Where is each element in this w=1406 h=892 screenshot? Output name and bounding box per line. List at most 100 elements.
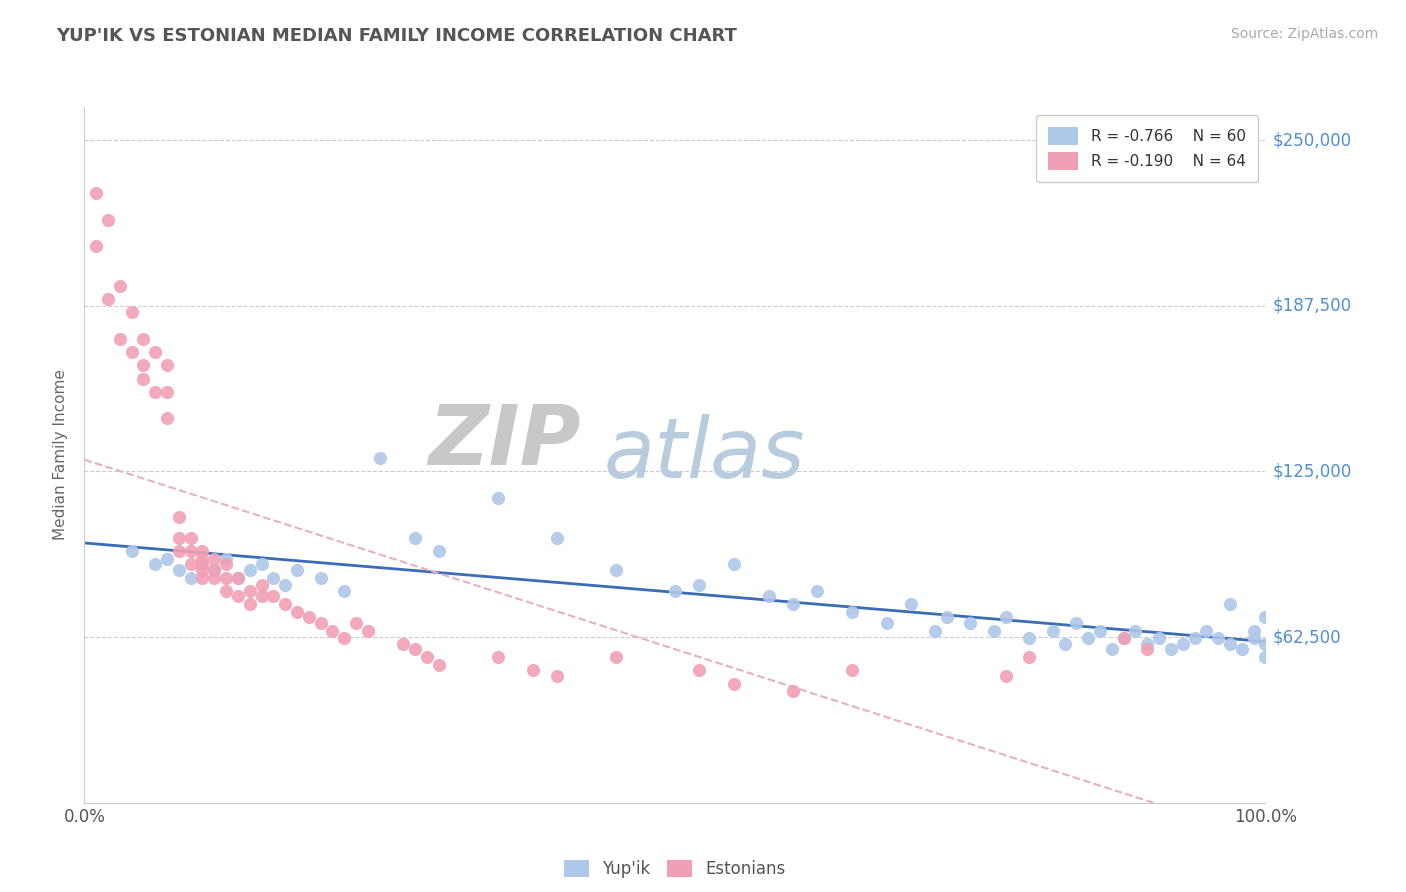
Point xyxy=(994,610,1017,624)
Point xyxy=(1171,637,1194,651)
Point xyxy=(167,544,190,558)
Point xyxy=(143,345,166,359)
Point xyxy=(202,563,225,577)
Point xyxy=(167,509,190,524)
Text: Source: ZipAtlas.com: Source: ZipAtlas.com xyxy=(1230,27,1378,41)
Point xyxy=(167,531,190,545)
Point xyxy=(1136,642,1159,657)
Point xyxy=(215,558,238,572)
Point xyxy=(226,589,249,603)
Point xyxy=(1230,642,1253,657)
Point xyxy=(239,563,262,577)
Point xyxy=(215,552,238,566)
Point xyxy=(782,684,804,698)
Point xyxy=(959,615,981,630)
Point xyxy=(180,570,202,584)
Point xyxy=(368,451,391,466)
Point xyxy=(191,558,214,572)
Text: $250,000: $250,000 xyxy=(1272,131,1351,149)
Point xyxy=(1125,624,1147,638)
Point xyxy=(250,558,273,572)
Point xyxy=(1136,637,1159,651)
Point xyxy=(344,615,367,630)
Point xyxy=(723,558,745,572)
Point xyxy=(1101,642,1123,657)
Text: $125,000: $125,000 xyxy=(1272,462,1351,481)
Point xyxy=(1018,650,1040,665)
Point xyxy=(132,332,155,346)
Point xyxy=(664,583,686,598)
Point xyxy=(84,239,107,253)
Point xyxy=(202,570,225,584)
Point xyxy=(167,563,190,577)
Point xyxy=(202,563,225,577)
Point xyxy=(180,558,202,572)
Point xyxy=(309,570,332,584)
Legend: Yup'ik, Estonians: Yup'ik, Estonians xyxy=(557,854,793,885)
Point xyxy=(1088,624,1111,638)
Point xyxy=(1147,632,1170,646)
Point xyxy=(84,186,107,201)
Point xyxy=(404,531,426,545)
Point xyxy=(191,552,214,566)
Point xyxy=(1042,624,1064,638)
Point xyxy=(688,663,710,677)
Text: atlas: atlas xyxy=(605,415,806,495)
Point xyxy=(935,610,957,624)
Text: YUP'IK VS ESTONIAN MEDIAN FAMILY INCOME CORRELATION CHART: YUP'IK VS ESTONIAN MEDIAN FAMILY INCOME … xyxy=(56,27,737,45)
Point xyxy=(97,292,120,306)
Point xyxy=(427,544,450,558)
Point xyxy=(121,544,143,558)
Point xyxy=(983,624,1005,638)
Point xyxy=(1243,624,1265,638)
Point xyxy=(121,305,143,319)
Point xyxy=(1206,632,1229,646)
Point xyxy=(522,663,544,677)
Point xyxy=(1112,632,1135,646)
Point xyxy=(226,570,249,584)
Point xyxy=(900,597,922,611)
Point xyxy=(321,624,343,638)
Point xyxy=(1160,642,1182,657)
Point xyxy=(143,384,166,399)
Point xyxy=(605,650,627,665)
Point xyxy=(121,345,143,359)
Point xyxy=(202,552,225,566)
Point xyxy=(1219,637,1241,651)
Point xyxy=(1254,610,1277,624)
Point xyxy=(215,583,238,598)
Point xyxy=(156,552,179,566)
Point xyxy=(1184,632,1206,646)
Point xyxy=(1219,597,1241,611)
Point xyxy=(924,624,946,638)
Y-axis label: Median Family Income: Median Family Income xyxy=(53,369,69,541)
Point xyxy=(1254,650,1277,665)
Point xyxy=(723,676,745,690)
Text: $187,500: $187,500 xyxy=(1272,297,1351,315)
Point xyxy=(486,650,509,665)
Point xyxy=(156,359,179,373)
Point xyxy=(191,558,214,572)
Point xyxy=(274,597,297,611)
Point xyxy=(239,597,262,611)
Point xyxy=(132,359,155,373)
Point xyxy=(262,589,284,603)
Point xyxy=(427,657,450,672)
Point xyxy=(1053,637,1076,651)
Point xyxy=(226,570,249,584)
Point xyxy=(180,531,202,545)
Point xyxy=(180,544,202,558)
Point xyxy=(1254,637,1277,651)
Point xyxy=(108,279,131,293)
Point xyxy=(806,583,828,598)
Point xyxy=(97,212,120,227)
Text: $62,500: $62,500 xyxy=(1272,628,1341,646)
Point xyxy=(876,615,898,630)
Point xyxy=(108,332,131,346)
Point xyxy=(250,589,273,603)
Point xyxy=(1077,632,1099,646)
Point xyxy=(404,642,426,657)
Point xyxy=(841,605,863,619)
Point xyxy=(333,583,356,598)
Point xyxy=(250,578,273,592)
